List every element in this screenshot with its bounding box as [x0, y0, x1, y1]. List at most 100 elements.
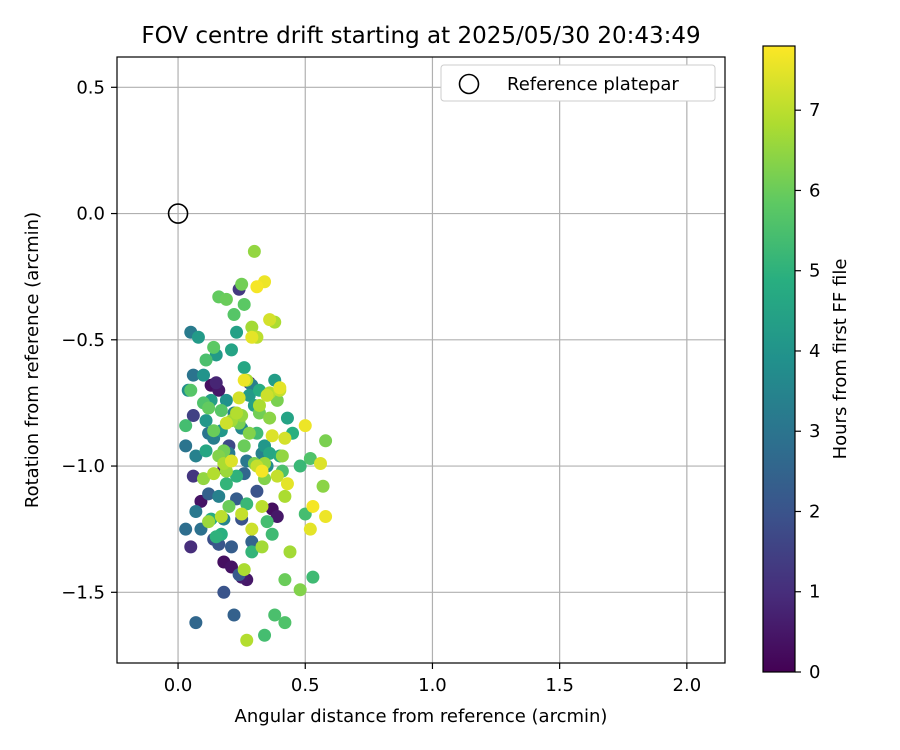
data-point [209, 376, 223, 390]
data-point [273, 381, 287, 395]
data-point [184, 383, 198, 397]
y-tick-label: 0.5 [76, 77, 105, 98]
y-axis-label: Rotation from reference (arcmin) [22, 212, 43, 508]
data-point [179, 419, 193, 433]
data-point [230, 325, 244, 339]
data-point [235, 507, 249, 521]
data-point [207, 424, 221, 438]
data-point [242, 426, 256, 440]
data-point [268, 608, 282, 622]
data-point [263, 411, 277, 425]
data-point [303, 522, 317, 536]
data-point [270, 510, 284, 524]
data-point [219, 416, 233, 430]
colorbar-tick-label: 3 [809, 421, 820, 442]
y-tick-label: −1.0 [61, 456, 105, 477]
data-point [214, 510, 228, 524]
data-point [191, 330, 205, 344]
data-point [189, 616, 203, 630]
colorbar-tick-label: 1 [809, 582, 820, 603]
data-point [237, 361, 251, 375]
data-point [219, 393, 233, 407]
data-point [270, 469, 284, 483]
data-point [255, 464, 269, 478]
data-point [179, 522, 193, 536]
colorbar-tick-label: 7 [809, 100, 820, 121]
data-point [260, 515, 274, 529]
data-point [214, 404, 228, 417]
data-point [252, 398, 266, 412]
data-point [237, 373, 251, 387]
x-tick-label: 0.0 [164, 675, 193, 696]
data-point [189, 505, 203, 518]
axis-ticks: 0.0 0.5 1.0 1.5 2.0 0.5 0.0 −0.5 −1.0 −1.5 [61, 77, 701, 696]
data-point [278, 489, 292, 503]
data-point [202, 487, 216, 501]
data-point [202, 515, 216, 529]
y-tick-label: −0.5 [61, 330, 105, 351]
reference-platepar-marker [167, 203, 189, 224]
data-point [179, 439, 193, 453]
data-point [319, 434, 333, 448]
x-tick-label: 0.5 [291, 675, 320, 696]
legend: Reference platepar [440, 64, 716, 102]
colorbar: 0 1 2 3 4 5 6 7 Hours from first FF file [762, 45, 851, 683]
data-point [184, 540, 198, 554]
data-point [250, 280, 264, 294]
data-point [319, 510, 333, 524]
data-point [237, 439, 251, 453]
data-point [235, 277, 249, 291]
data-point [207, 467, 221, 481]
data-point [240, 497, 254, 511]
data-point [237, 563, 251, 577]
data-point [280, 477, 294, 491]
data-point [245, 522, 259, 536]
data-point [283, 545, 297, 559]
data-point [232, 391, 246, 405]
data-point [240, 633, 254, 647]
data-point [224, 454, 238, 468]
colorbar-tick-label: 6 [809, 180, 820, 201]
data-point [202, 401, 216, 415]
data-point [186, 368, 200, 382]
data-point [219, 292, 233, 306]
data-point [275, 449, 289, 463]
data-point [230, 469, 244, 483]
data-point [316, 479, 330, 493]
data-point [199, 414, 213, 428]
data-point [298, 419, 312, 433]
chart-title: FOV centre drift starting at 2025/05/30 … [141, 23, 700, 49]
data-point [314, 457, 328, 471]
data-point [186, 409, 200, 423]
data-point [227, 308, 241, 322]
colorbar-gradient [762, 45, 796, 673]
data-point [250, 484, 264, 498]
data-point [245, 545, 259, 559]
legend-frame [440, 64, 716, 102]
data-point [280, 411, 294, 425]
colorbar-tick-label: 5 [809, 261, 820, 282]
x-axis-label: Angular distance from reference (arcmin) [235, 706, 608, 727]
data-point [209, 530, 223, 544]
data-point [255, 499, 269, 513]
y-tick-label: 0.0 [76, 204, 105, 225]
data-point [227, 608, 241, 622]
data-point [207, 340, 221, 354]
data-point [196, 368, 210, 382]
data-point [278, 573, 292, 587]
data-point [196, 472, 210, 486]
data-point [245, 330, 259, 344]
colorbar-ticks: 0 1 2 3 4 5 6 7 [795, 100, 820, 683]
data-point [189, 449, 203, 463]
data-point [222, 499, 236, 513]
data-point [212, 489, 226, 503]
data-point [278, 431, 292, 445]
colorbar-tick-label: 2 [809, 501, 820, 522]
data-point [265, 527, 279, 541]
data-point [255, 540, 269, 554]
data-point [237, 297, 251, 311]
data-point [219, 477, 233, 491]
data-point [245, 535, 259, 549]
legend-label-reference-platepar: Reference platepar [507, 74, 679, 95]
